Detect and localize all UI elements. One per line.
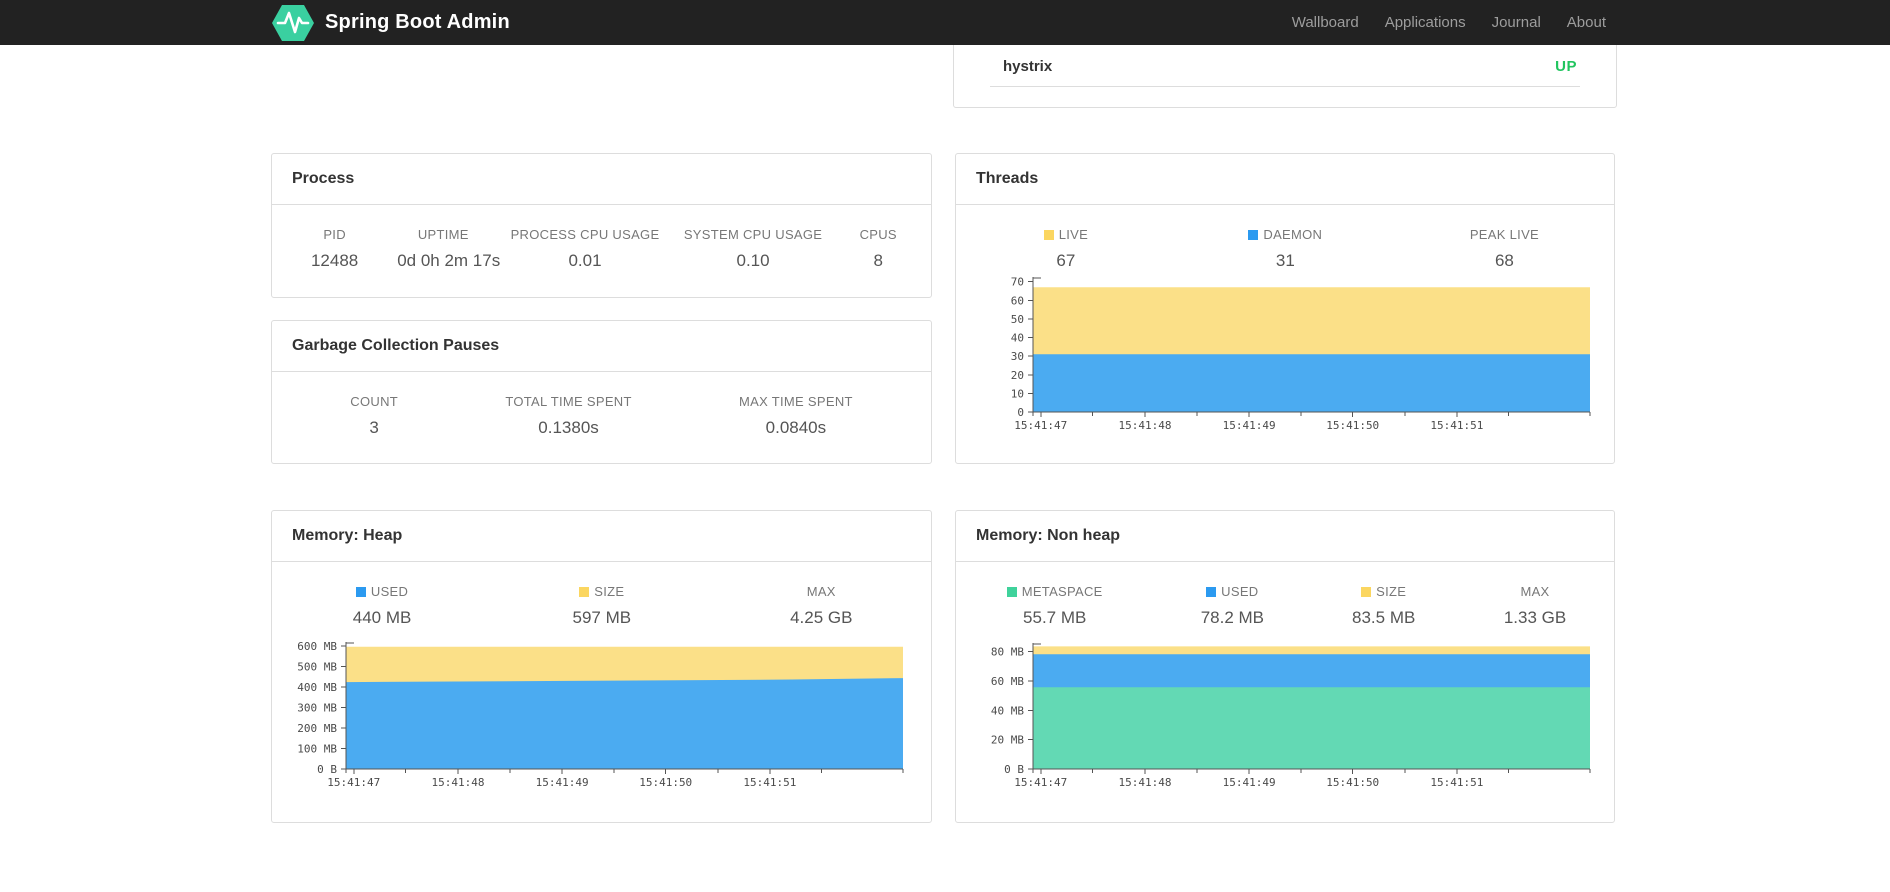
svg-text:15:41:47: 15:41:47 [1014, 776, 1067, 789]
legend-daemon: DAEMON 31 [1176, 227, 1395, 271]
process-stats-row: PID 12488 UPTIME 0d 0h 2m 17s PROCESS CP… [272, 205, 931, 271]
svg-text:0 B: 0 B [317, 763, 337, 776]
nav-link-journal[interactable]: Journal [1491, 13, 1541, 31]
threads-card: Threads LIVE 67 DAEMON 31 PEAK LIVE 68 7… [955, 153, 1615, 464]
stat-gc-max-time: MAX TIME SPENT 0.0840s [739, 394, 853, 437]
application-name[interactable]: hystrix [1003, 57, 1053, 75]
svg-text:15:41:49: 15:41:49 [536, 776, 589, 789]
stat-uptime: UPTIME 0d 0h 2m 17s [397, 227, 501, 270]
application-row[interactable]: hystrix UP [990, 46, 1580, 87]
svg-text:600 MB: 600 MB [297, 642, 337, 653]
svg-text:70: 70 [1011, 277, 1024, 289]
used-swatch-icon [355, 587, 366, 597]
svg-text:15:41:51: 15:41:51 [1430, 419, 1483, 432]
process-card: Process PID 12488 UPTIME 0d 0h 2m 17s PR… [271, 153, 932, 298]
nonheap-card-title: Memory: Non heap [956, 511, 1614, 562]
svg-text:80 MB: 80 MB [991, 646, 1024, 659]
process-card-title: Process [272, 154, 931, 205]
svg-text:15:41:49: 15:41:49 [1223, 419, 1276, 432]
stat-pid: PID 12488 [310, 227, 359, 270]
metaspace-swatch-icon [1006, 587, 1017, 597]
nav-link-wallboard[interactable]: Wallboard [1291, 13, 1359, 31]
svg-text:300 MB: 300 MB [297, 702, 337, 715]
stat-system-cpu-usage: SYSTEM CPU USAGE 0.10 [683, 227, 823, 270]
threads-legend: LIVE 67 DAEMON 31 PEAK LIVE 68 [956, 205, 1614, 271]
svg-text:15:41:50: 15:41:50 [639, 776, 692, 789]
threads-area-chart: 70 60 50 40 30 20 10 0 15:41:47 15:41:48 15:41:49 1… [956, 276, 1602, 443]
svg-text:50: 50 [1011, 313, 1024, 326]
legend-metaspace: METASPACE 55.7 MB [956, 584, 1153, 628]
svg-text:500 MB: 500 MB [297, 661, 337, 674]
brand-title: Spring Boot Admin [325, 11, 510, 33]
memory-nonheap-card: Memory: Non heap METASPACE 55.7 MB USED … [955, 510, 1615, 823]
legend-heap-used: USED 440 MB [352, 584, 412, 627]
nonheap-legend: METASPACE 55.7 MB USED 78.2 MB SIZE 83.5… [956, 562, 1614, 628]
pulse-hexagon-logo-icon [271, 4, 315, 42]
heap-legend: USED 440 MB SIZE 597 MB MAX 4.25 GB [272, 562, 931, 628]
size-swatch-icon [579, 587, 590, 597]
application-status-badge[interactable]: UP [1555, 57, 1577, 75]
svg-text:15:41:50: 15:41:50 [1326, 419, 1379, 432]
used-swatch-icon [1206, 587, 1217, 597]
svg-text:0 B: 0 B [1004, 763, 1024, 776]
legend-nonheap-max: MAX 1.33 GB [1503, 584, 1567, 627]
svg-text:200 MB: 200 MB [297, 722, 337, 735]
nav-link-applications[interactable]: Applications [1384, 13, 1466, 31]
stat-cpus: CPUS 8 [859, 227, 897, 270]
svg-text:20: 20 [1011, 369, 1024, 382]
brand-link[interactable]: Spring Boot Admin [271, 4, 510, 42]
svg-text:0: 0 [1017, 406, 1024, 419]
svg-text:20 MB: 20 MB [991, 734, 1024, 747]
live-swatch-icon [1043, 230, 1054, 240]
legend-nonheap-used: USED 78.2 MB [1200, 584, 1264, 627]
svg-text:15:41:48: 15:41:48 [1119, 419, 1172, 432]
svg-text:60: 60 [1011, 294, 1024, 307]
navbar: Spring Boot Admin Wallboard Applications… [0, 0, 1890, 45]
garbage-collection-card: Garbage Collection Pauses COUNT 3 TOTAL … [271, 320, 932, 464]
nav-link-about[interactable]: About [1566, 13, 1606, 31]
svg-text:40: 40 [1011, 332, 1024, 345]
nav-links: Wallboard Applications Journal About [1279, 14, 1619, 32]
svg-text:60 MB: 60 MB [991, 675, 1024, 688]
legend-heap-max: MAX 4.25 GB [790, 584, 853, 627]
threads-card-title: Threads [956, 154, 1614, 205]
svg-text:15:41:51: 15:41:51 [743, 776, 796, 789]
svg-text:400 MB: 400 MB [297, 681, 337, 694]
memory-heap-card: Memory: Heap USED 440 MB SIZE 597 MB MAX… [271, 510, 932, 823]
stat-gc-count: COUNT 3 [350, 394, 398, 437]
svg-text:30: 30 [1011, 350, 1024, 363]
svg-text:10: 10 [1011, 387, 1024, 400]
stat-process-cpu-usage: PROCESS CPU USAGE 0.01 [510, 227, 660, 270]
svg-text:15:41:50: 15:41:50 [1326, 776, 1379, 789]
svg-text:100 MB: 100 MB [297, 743, 337, 756]
daemon-swatch-icon [1248, 230, 1259, 240]
svg-text:15:41:48: 15:41:48 [1119, 776, 1172, 789]
legend-heap-size: SIZE 597 MB [572, 584, 632, 627]
legend-peak-live: PEAK LIVE 68 [1469, 227, 1540, 270]
svg-text:15:41:48: 15:41:48 [432, 776, 485, 789]
svg-text:15:41:47: 15:41:47 [1014, 419, 1067, 432]
svg-text:15:41:51: 15:41:51 [1430, 776, 1483, 789]
nonheap-area-chart: 80 MB 60 MB 40 MB 20 MB 0 B 15:41:47 15:41:48 1… [956, 643, 1602, 800]
svg-text:15:41:47: 15:41:47 [327, 776, 380, 789]
legend-live: LIVE 67 [956, 227, 1176, 271]
size-swatch-icon [1361, 587, 1372, 597]
gc-card-title: Garbage Collection Pauses [272, 321, 931, 372]
svg-text:40 MB: 40 MB [991, 704, 1024, 717]
heap-card-title: Memory: Heap [272, 511, 931, 562]
legend-nonheap-size: SIZE 83.5 MB [1352, 584, 1416, 627]
svg-text:15:41:49: 15:41:49 [1223, 776, 1276, 789]
stat-gc-total-time: TOTAL TIME SPENT 0.1380s [505, 394, 632, 437]
gc-stats-row: COUNT 3 TOTAL TIME SPENT 0.1380s MAX TIM… [272, 372, 931, 438]
